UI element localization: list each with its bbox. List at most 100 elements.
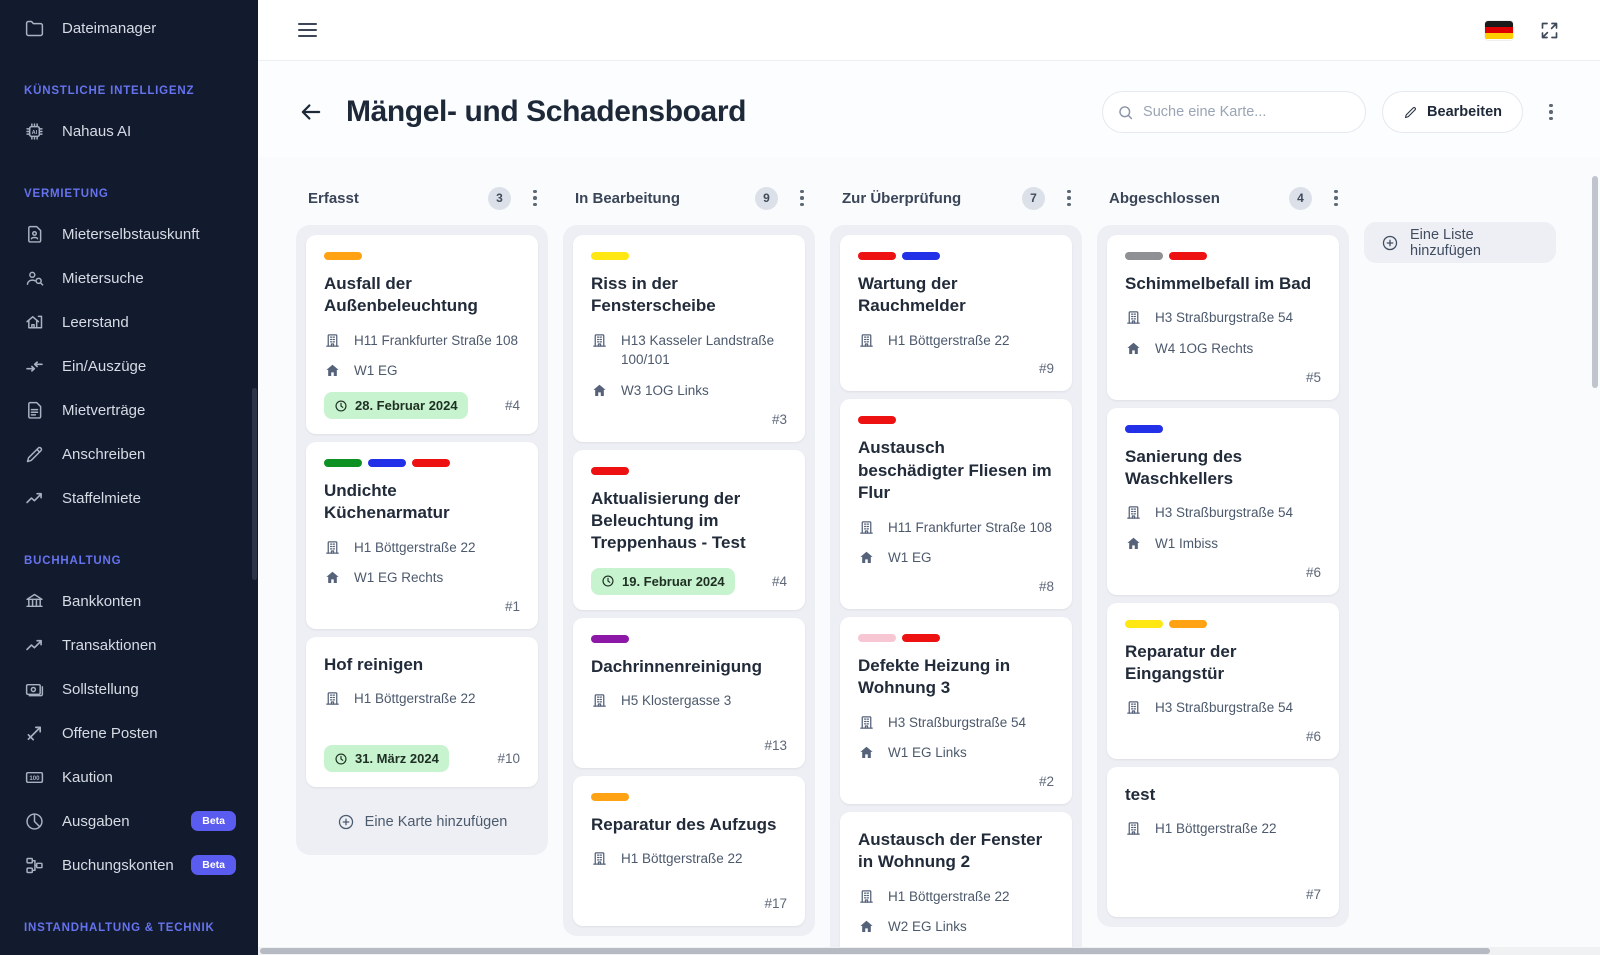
- back-arrow-icon[interactable]: [298, 99, 324, 125]
- kanban-card[interactable]: Dachrinnenreinigung H5 Klostergasse 3 #13: [573, 617, 805, 768]
- card-label-yellow: [1125, 619, 1163, 628]
- add-list-button[interactable]: Eine Liste hinzufügen: [1364, 222, 1556, 263]
- banknote-icon: [24, 679, 45, 700]
- pie-icon: [24, 811, 45, 832]
- board-column: In Bearbeitung 9 Riss in der Fensterscheib…: [563, 154, 815, 936]
- beta-badge: Beta: [191, 811, 236, 831]
- kanban-card[interactable]: Austausch beschädigter Fliesen im Flur H1…: [840, 399, 1072, 609]
- card-property-label: H1 Böttgerstraße 22: [621, 851, 743, 867]
- sidebar-item-label: Mietersuche: [62, 269, 144, 287]
- sidebar-item-label: Staffelmiete: [62, 489, 141, 507]
- column-options-menu-icon[interactable]: [1327, 186, 1345, 211]
- sidebar-item-anschreiben[interactable]: Anschreiben: [0, 432, 258, 476]
- menu-toggle-icon[interactable]: [298, 19, 317, 41]
- sidebar: Dateimanager KÜNSTLICHE INTELLIGENZ AI Nah…: [0, 0, 258, 955]
- horizontal-scrollbar-thumb[interactable]: [260, 948, 1490, 954]
- kanban-card[interactable]: Aktualisierung der Beleuchtung im Treppe…: [573, 449, 805, 610]
- plus-circle-icon: [337, 813, 355, 831]
- kanban-card[interactable]: Reparatur der Eingangstür H3 Straßburgstr…: [1107, 602, 1339, 759]
- sidebar-item-kaution[interactable]: 100 Kaution: [0, 755, 258, 799]
- sidebar-item-leerstand[interactable]: Leerstand: [0, 300, 258, 344]
- card-footer: #1: [324, 599, 520, 614]
- column-options-menu-icon[interactable]: [1060, 186, 1078, 211]
- add-list-label: Eine Liste hinzufügen: [1410, 226, 1481, 259]
- card-label-purple: [591, 634, 629, 643]
- kanban-card[interactable]: Ausfall der Außenbeleuchtung H11 Frankfur…: [306, 235, 538, 434]
- card-label-row: [1125, 424, 1321, 433]
- building-icon: [858, 888, 875, 905]
- clock-icon: [334, 752, 348, 766]
- sidebar-item-dateimanager[interactable]: Dateimanager: [0, 6, 258, 50]
- kanban-card[interactable]: test H1 Böttgerstraße 22 #7: [1107, 767, 1339, 917]
- card-footer: #13: [591, 738, 787, 753]
- sidebar-item-staffelmiete[interactable]: Staffelmiete: [0, 476, 258, 520]
- kanban-card[interactable]: Schimmelbefall im Bad H3 Straßburgstraße …: [1107, 235, 1339, 400]
- kanban-card[interactable]: Hof reinigen H1 Böttgerstraße 22 31. März …: [306, 637, 538, 787]
- card-property: H1 Böttgerstraße 22: [858, 887, 1054, 907]
- sidebar-section-title: VERMIETUNG: [24, 188, 109, 200]
- sidebar-item-transaktionen[interactable]: Transaktionen: [0, 623, 258, 667]
- sidebar-item-mietvertr-ge[interactable]: Mietverträge: [0, 388, 258, 432]
- edit-board-button[interactable]: Bearbeiten: [1382, 91, 1523, 133]
- card-unit-label: W2 EG Links: [888, 919, 967, 935]
- card-label-red: [858, 416, 896, 425]
- card-property: H5 Klostergasse 3: [591, 691, 787, 711]
- card-property-label: H1 Böttgerstraße 22: [888, 332, 1010, 348]
- card-label-row: [858, 416, 1054, 425]
- column-title: Erfasst: [308, 189, 359, 207]
- sidebar-item-mietersuche[interactable]: Mietersuche: [0, 256, 258, 300]
- sidebar-scrollbar-thumb[interactable]: [252, 388, 257, 580]
- sidebar-item-sollstellung[interactable]: Sollstellung: [0, 667, 258, 711]
- card-label-blue: [1125, 424, 1163, 433]
- kanban-card[interactable]: Austausch der Fenster in Wohnung 2 H1 Böt…: [840, 811, 1072, 955]
- page-header: Mängel- und Schadensboard Bearbeiten: [258, 61, 1600, 157]
- card-unit-label: W4 1OG Rechts: [1155, 341, 1254, 356]
- card-footer: #7: [1125, 887, 1321, 902]
- sidebar-item-label: Sollstellung: [62, 680, 139, 698]
- building-icon: [858, 714, 875, 731]
- column-count-badge: 3: [488, 186, 511, 210]
- kanban-card[interactable]: Riss in der Fensterscheibe H13 Kasseler L…: [573, 235, 805, 442]
- kanban-card[interactable]: Wartung der Rauchmelder H1 Böttgerstraße …: [840, 235, 1072, 392]
- sidebar-item-mieterselbstauskunft[interactable]: Mieterselbstauskunft: [0, 212, 258, 256]
- column-options-menu-icon[interactable]: [793, 186, 811, 211]
- board-options-menu-icon[interactable]: [1542, 100, 1560, 125]
- vertical-scrollbar-thumb[interactable]: [1592, 176, 1598, 388]
- card-property-label: H1 Böttgerstraße 22: [354, 691, 476, 707]
- sidebar-item-label: Nahaus AI: [62, 122, 132, 140]
- search-input[interactable]: [1143, 104, 1352, 120]
- card-property-label: H3 Straßburgstraße 54: [888, 714, 1027, 730]
- kanban-card[interactable]: Reparatur des Aufzugs H1 Böttgerstraße 22…: [573, 775, 805, 926]
- card-title: Sanierung des Waschkellers: [1125, 446, 1243, 488]
- sidebar-item-ein-ausz-ge[interactable]: Ein/Auszüge: [0, 344, 258, 388]
- sidebar-item-nahaus-ai[interactable]: AI Nahaus AI: [0, 109, 258, 153]
- card-title: Schimmelbefall im Bad: [1125, 274, 1312, 293]
- due-date-label: 28. Februar 2024: [355, 398, 458, 413]
- language-flag-german[interactable]: [1485, 20, 1513, 40]
- card-label-gray: [1125, 252, 1163, 260]
- beta-badge: Beta: [191, 855, 236, 875]
- home-icon: [324, 569, 341, 586]
- sidebar-item-offene-posten[interactable]: Offene Posten: [0, 711, 258, 755]
- column-options-menu-icon[interactable]: [526, 186, 544, 211]
- card-title: Riss in der Fensterscheibe: [591, 274, 716, 316]
- card-number: #9: [1038, 361, 1054, 377]
- kanban-card[interactable]: Sanierung des Waschkellers H3 Straßburgst…: [1107, 407, 1339, 595]
- card-number: #1: [504, 599, 520, 614]
- add-card-button[interactable]: Eine Karte hinzufügen: [306, 799, 538, 845]
- sidebar-section-title: INSTANDHALTUNG & TECHNIK: [24, 922, 215, 934]
- fullscreen-icon[interactable]: [1539, 20, 1560, 41]
- sidebar-section-title: BUCHHALTUNG: [24, 555, 122, 567]
- sidebar-item-buchungskonten[interactable]: Buchungskonten Beta: [0, 843, 258, 887]
- horizontal-scrollbar-track: [258, 947, 1600, 955]
- sidebar-item-ausgaben[interactable]: Ausgaben Beta: [0, 799, 258, 843]
- sidebar-item-bankkonten[interactable]: Bankkonten: [0, 579, 258, 623]
- kanban-card[interactable]: Defekte Heizung in Wohnung 3 H3 Straßburg…: [840, 616, 1072, 804]
- card-label-yellow: [591, 252, 629, 260]
- card-number: #6: [1305, 729, 1321, 744]
- due-date-badge: 28. Februar 2024: [324, 392, 468, 419]
- card-footer: 19. Februar 2024 #4: [591, 567, 787, 595]
- person-search-icon: [24, 268, 45, 289]
- sidebar-item-label: Leerstand: [62, 313, 129, 331]
- kanban-card[interactable]: Undichte Küchenarmatur H1 Böttgerstraße 2…: [306, 442, 538, 629]
